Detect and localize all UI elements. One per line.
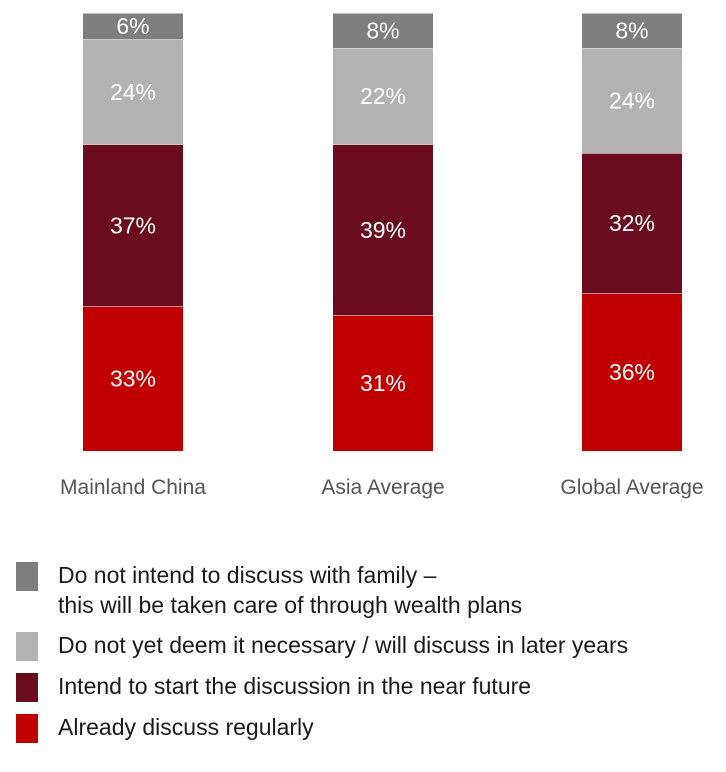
stacked-bar-chart: 33% 37% 24% 6% Mainland China 31% 39% 22% 8% Asia… [60, 12, 704, 499]
bar-segment-global-average-1 [582, 153, 682, 294]
bar-segment-mainland-china-0 [83, 306, 183, 451]
legend-item-regularly: Already discuss regularly [16, 712, 721, 743]
legend-item-later-years: Do not yet deem it necessary / will disc… [16, 630, 721, 661]
legend-label-regularly: Already discuss regularly [58, 714, 314, 740]
data-label-asia-average-0: 31% [360, 370, 406, 396]
data-label-mainland-china-2: 24% [110, 79, 156, 105]
legend-item-no-intent: Do not intend to discuss with family – t… [16, 560, 721, 620]
data-label-mainland-china-0: 33% [110, 366, 156, 392]
bar-segment-mainland-china-3 [83, 13, 183, 40]
legend-label-no-intent: Do not intend to discuss with family – t… [58, 562, 523, 618]
legend-label-near-future: Intend to start the discussion in the ne… [58, 673, 532, 699]
data-label-mainland-china-3: 6% [116, 13, 149, 39]
data-label-global-average-0: 36% [609, 359, 655, 385]
bar-segment-asia-average-2 [333, 48, 433, 145]
data-label-asia-average-2: 22% [360, 83, 406, 109]
legend-swatch-near-future [16, 673, 38, 702]
category-label-global-average: Global Average [560, 476, 703, 499]
bar-segment-mainland-china-2 [83, 39, 183, 145]
legend-swatch-no-intent [16, 562, 38, 591]
legend-item-near-future: Intend to start the discussion in the ne… [16, 671, 721, 702]
data-label-global-average-2: 24% [609, 88, 655, 114]
legend-label-later-years: Do not yet deem it necessary / will disc… [58, 632, 629, 658]
legend-swatch-later-years [16, 632, 38, 661]
data-label-asia-average-3: 8% [366, 18, 399, 44]
bar-segment-asia-average-0 [333, 315, 433, 451]
legend: Do not intend to discuss with family – t… [16, 560, 721, 753]
bar-segment-asia-average-1 [333, 144, 433, 316]
category-label-mainland-china: Mainland China [60, 476, 206, 499]
data-label-asia-average-1: 39% [360, 217, 406, 243]
legend-swatch-regularly [16, 714, 38, 743]
category-label-asia-average: Asia Average [321, 476, 444, 499]
bar-segment-asia-average-3 [333, 13, 433, 49]
bar-segment-global-average-2 [582, 48, 682, 154]
bar-segment-global-average-0 [582, 293, 682, 451]
data-label-global-average-3: 8% [615, 18, 648, 44]
data-label-global-average-1: 32% [609, 210, 655, 236]
bar-segment-mainland-china-1 [83, 144, 183, 307]
bar-segment-global-average-3 [582, 13, 682, 49]
data-label-mainland-china-1: 37% [110, 212, 156, 238]
